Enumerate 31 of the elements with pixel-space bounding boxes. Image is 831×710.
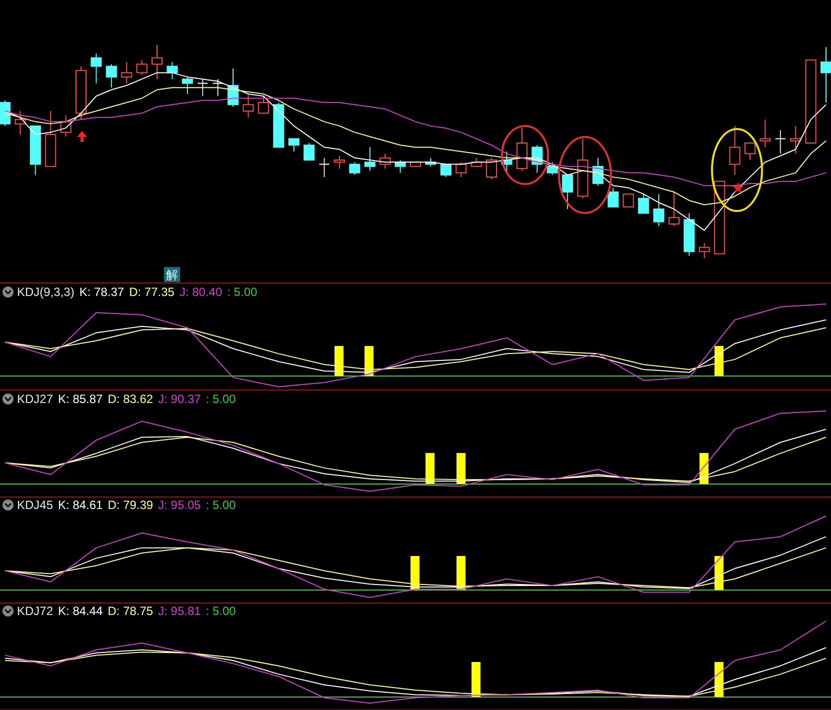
series-label: J: 95.05 <box>158 498 202 512</box>
candlestick <box>774 130 786 154</box>
text: D: 79.39 <box>108 498 154 512</box>
series-label: J: 90.37 <box>158 392 202 406</box>
text: J: 80.40 <box>179 285 222 299</box>
chart-title: KDJ27 <box>17 392 54 406</box>
text: K: 84.61 <box>58 498 104 512</box>
text: K: 84.44 <box>58 604 104 618</box>
text: D: 83.62 <box>108 392 154 406</box>
candlestick <box>121 62 132 84</box>
text: K: 78.37 <box>79 285 124 299</box>
text: K: 85.87 <box>58 392 104 406</box>
text: : 5.00 <box>206 604 236 618</box>
candlestick <box>90 53 102 84</box>
candlestick <box>242 93 254 118</box>
chart-title: KDJ72 <box>17 604 54 618</box>
candlestick <box>698 242 710 258</box>
text: : 5.00 <box>206 498 236 512</box>
chart-title: KDJ45 <box>17 498 54 512</box>
text: 解 <box>166 268 178 282</box>
text: J: 95.81 <box>158 604 202 618</box>
candlestick <box>790 125 802 154</box>
candlestick <box>152 44 163 80</box>
text: D: 78.75 <box>108 604 154 618</box>
text: : 5.00 <box>227 285 258 299</box>
candlestick <box>729 125 740 176</box>
candlestick <box>820 46 831 104</box>
chart-title: KDJ(9,3,3) <box>17 285 74 299</box>
text: D: 77.35 <box>129 285 175 299</box>
text: : 5.00 <box>206 392 236 406</box>
candlestick <box>166 62 178 80</box>
